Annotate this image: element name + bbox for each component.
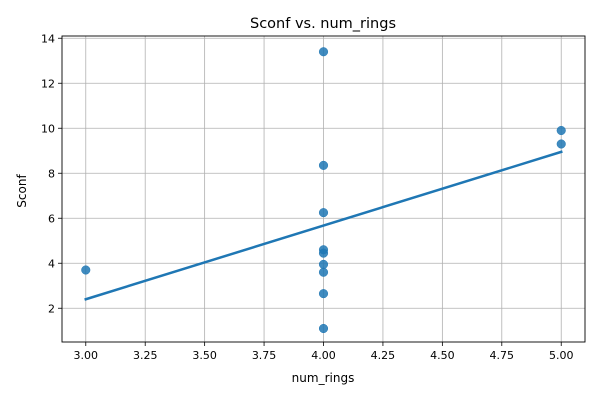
- scatter-point: [318, 208, 329, 218]
- scatter-point: [556, 125, 566, 136]
- scatter-point: [318, 160, 329, 170]
- scatter-point: [318, 248, 329, 258]
- scatter-point: [81, 265, 91, 275]
- y-tick-label: 2: [48, 302, 55, 315]
- scatter-point: [318, 289, 329, 299]
- scatter-point: [318, 259, 329, 269]
- grid-layer: [62, 36, 585, 342]
- x-tick-label: 4.75: [490, 349, 515, 362]
- regression-line: [84, 150, 563, 301]
- y-tick-label: 4: [48, 257, 55, 270]
- scatter-point: [318, 267, 329, 277]
- x-tick-label: 3.00: [74, 349, 99, 362]
- y-tick-label: 10: [41, 122, 55, 135]
- scatter-point: [556, 139, 566, 149]
- x-tick-label: 3.75: [252, 349, 277, 362]
- x-tick-label: 3.50: [192, 349, 217, 362]
- scatter-point: [318, 47, 329, 57]
- x-tick-label: 4.50: [430, 349, 455, 362]
- y-tick-label: 12: [41, 77, 55, 90]
- x-axis-ticks: 3.00 3.25 3.50 3.75 4.00 4.25 4.50 4.75 5.00: [74, 342, 574, 362]
- x-tick-label: 4.25: [371, 349, 396, 362]
- points-layer: [81, 47, 566, 334]
- y-tick-label: 8: [48, 167, 55, 180]
- x-tick-label: 5.00: [549, 349, 574, 362]
- chart-title: Sconf vs. num_rings: [250, 16, 396, 32]
- trend-layer: [84, 150, 563, 301]
- y-axis-ticks: 2 4 6 8 10 12 14: [41, 32, 62, 315]
- x-axis-label: num_rings: [292, 371, 355, 385]
- x-tick-label: 4.00: [311, 349, 336, 362]
- y-axis-label: Sconf: [15, 174, 29, 208]
- y-tick-label: 6: [48, 212, 55, 225]
- y-tick-label: 14: [41, 32, 55, 45]
- scatter-point: [318, 323, 329, 334]
- x-tick-label: 3.25: [133, 349, 158, 362]
